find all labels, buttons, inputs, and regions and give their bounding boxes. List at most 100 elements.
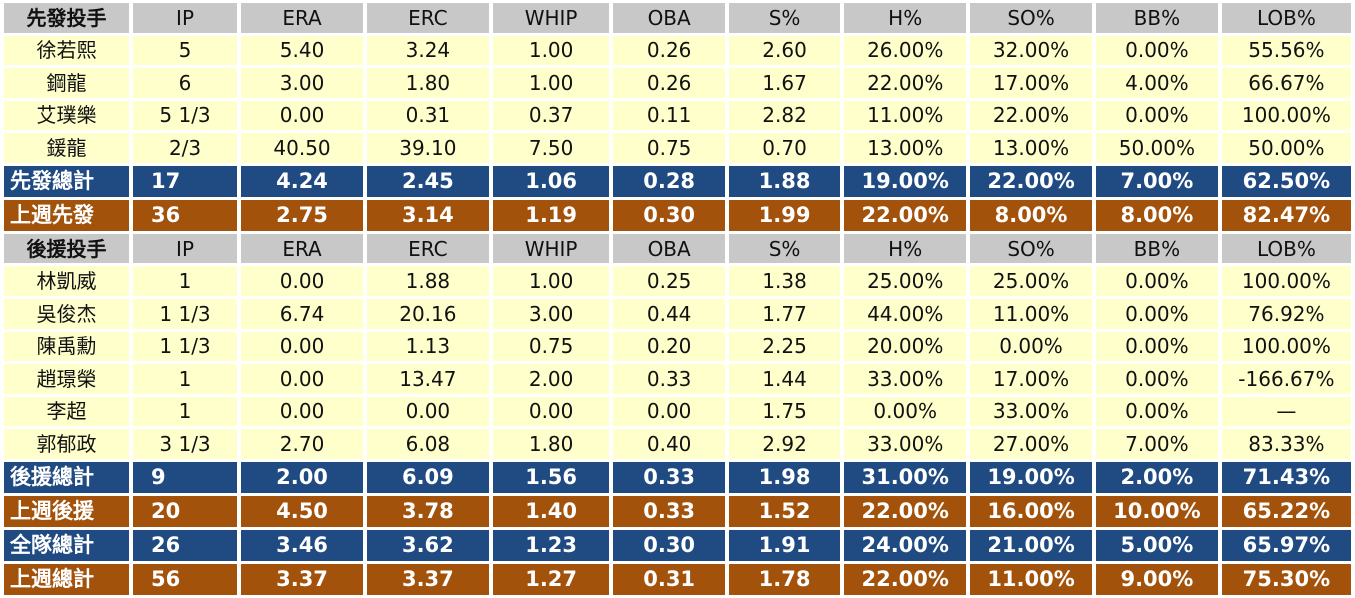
total-row: 全隊總計 26 3.46 3.62 1.23 0.30 1.91 24.00% 21.00% 5.… — [4, 529, 1351, 561]
stat-cell: 7.00% — [1095, 429, 1218, 459]
stat-cell: 26 — [132, 529, 238, 561]
stat-cell: 0.33 — [613, 495, 725, 527]
stat-cell: 65.22% — [1221, 495, 1351, 527]
stat-cell: 2.45 — [366, 165, 489, 197]
stat-cell: 3.62 — [366, 529, 489, 561]
stat-cell: 1.77 — [728, 299, 841, 329]
stat-cell: 9.00% — [1095, 563, 1218, 595]
header-row: 先發投手 IP ERA ERC WHIP OBA S% H% SO% BB% LOB% — [4, 3, 1351, 33]
stat-cell: 1 — [132, 266, 238, 296]
stat-cell: 2.00 — [241, 461, 363, 493]
stat-cell: 7.00% — [1095, 165, 1218, 197]
stat-cell: 0.00 — [241, 364, 363, 394]
player-row: 吳俊杰 1 1/3 6.74 20.16 3.00 0.44 1.77 44.00% 11.00… — [4, 299, 1351, 329]
stat-cell: 1.80 — [366, 68, 489, 98]
stat-cell: 56 — [132, 563, 238, 595]
stat-cell: 1.19 — [492, 199, 610, 231]
column-header-cell: ERC — [366, 233, 489, 264]
stat-cell: 36 — [132, 199, 238, 231]
total-label-cell: 上週先發 — [4, 199, 129, 231]
stat-cell: 1.67 — [728, 68, 841, 98]
stat-cell: 1.56 — [492, 461, 610, 493]
stat-cell: 0.00% — [970, 331, 1092, 362]
stat-cell: 2.25 — [728, 331, 841, 362]
stat-cell: 20 — [132, 495, 238, 527]
stat-cell: 24.00% — [844, 529, 967, 561]
stat-cell: 2.82 — [728, 100, 841, 131]
stat-cell: 10.00% — [1095, 495, 1218, 527]
stat-cell: 0.00 — [613, 396, 725, 427]
stat-cell: 0.11 — [613, 100, 725, 131]
stat-cell: 0.30 — [613, 529, 725, 561]
header-row: 後援投手 IP ERA ERC WHIP OBA S% H% SO% BB% LOB% — [4, 233, 1351, 264]
stat-cell: 0.44 — [613, 299, 725, 329]
previous-week-row: 上週先發 36 2.75 3.14 1.19 0.30 1.99 22.00% 8.00% 8.0… — [4, 199, 1351, 231]
stat-cell: 0.40 — [613, 429, 725, 459]
stat-cell: 2/3 — [132, 133, 238, 163]
stat-cell: 25.00% — [970, 266, 1092, 296]
stat-cell: 13.47 — [366, 364, 489, 394]
stat-cell: 65.97% — [1221, 529, 1351, 561]
stat-cell: 6.74 — [241, 299, 363, 329]
stat-cell: 32.00% — [970, 35, 1092, 66]
stat-cell: 6.09 — [366, 461, 489, 493]
stat-cell: 13.00% — [844, 133, 967, 163]
stat-cell: 11.00% — [970, 299, 1092, 329]
pitcher-name-cell: 鍰龍 — [4, 133, 129, 163]
stat-cell: 0.31 — [366, 100, 489, 131]
stat-cell: 1.00 — [492, 35, 610, 66]
total-label-cell: 上週總計 — [4, 563, 129, 595]
stat-cell: 1.98 — [728, 461, 841, 493]
stat-cell: 20.16 — [366, 299, 489, 329]
stat-cell: 1.78 — [728, 563, 841, 595]
stat-cell: 11.00% — [844, 100, 967, 131]
total-label-cell: 先發總計 — [4, 165, 129, 197]
column-header-cell: ERC — [366, 3, 489, 33]
stat-cell: 0.25 — [613, 266, 725, 296]
stat-cell: 50.00% — [1095, 133, 1218, 163]
stat-cell: 2.92 — [728, 429, 841, 459]
stat-cell: 1.23 — [492, 529, 610, 561]
pitcher-name-cell: 郭郁政 — [4, 429, 129, 459]
stat-cell: 1.88 — [366, 266, 489, 296]
column-header-cell: OBA — [613, 233, 725, 264]
column-header-cell: WHIP — [492, 3, 610, 33]
stat-cell: 3.37 — [241, 563, 363, 595]
stat-cell: 0.70 — [728, 133, 841, 163]
stat-cell: 7.50 — [492, 133, 610, 163]
stat-cell: 0.00 — [492, 396, 610, 427]
stat-cell: 0.00% — [844, 396, 967, 427]
stat-cell: 33.00% — [844, 364, 967, 394]
stat-cell: 8.00% — [970, 199, 1092, 231]
stat-cell: 0.26 — [613, 68, 725, 98]
stat-cell: 11.00% — [970, 563, 1092, 595]
pitcher-name-cell: 林凱威 — [4, 266, 129, 296]
stat-cell: 3.46 — [241, 529, 363, 561]
stat-cell: 0.31 — [613, 563, 725, 595]
stat-cell: 1 1/3 — [132, 331, 238, 362]
player-row: 陳禹勳 1 1/3 0.00 1.13 0.75 0.20 2.25 20.00% 0.00% 0… — [4, 331, 1351, 362]
column-header-cell: IP — [132, 233, 238, 264]
stat-cell: 1.91 — [728, 529, 841, 561]
stat-cell: 22.00% — [970, 165, 1092, 197]
stat-cell: 1 — [132, 364, 238, 394]
column-header-cell: H% — [844, 233, 967, 264]
stat-cell: 3 1/3 — [132, 429, 238, 459]
stat-cell: 62.50% — [1221, 165, 1351, 197]
player-row: 郭郁政 3 1/3 2.70 6.08 1.80 0.40 2.92 33.00% 27.00%… — [4, 429, 1351, 459]
previous-week-row: 上週總計 56 3.37 3.37 1.27 0.31 1.78 22.00% 11.00% 9.… — [4, 563, 1351, 595]
total-label-cell: 上週後援 — [4, 495, 129, 527]
stat-cell: 19.00% — [844, 165, 967, 197]
stat-cell: 1.40 — [492, 495, 610, 527]
stat-cell: 17.00% — [970, 364, 1092, 394]
column-header-cell: OBA — [613, 3, 725, 33]
total-label-cell: 全隊總計 — [4, 529, 129, 561]
stat-cell: 0.26 — [613, 35, 725, 66]
stat-cell: 5 — [132, 35, 238, 66]
stat-cell: 100.00% — [1221, 100, 1351, 131]
player-row: 鋼龍 6 3.00 1.80 1.00 0.26 1.67 22.00% 17.00% 4.00%… — [4, 68, 1351, 98]
stat-cell: 22.00% — [844, 199, 967, 231]
stat-cell: 21.00% — [970, 529, 1092, 561]
stat-cell: 1.80 — [492, 429, 610, 459]
stat-cell: 6.08 — [366, 429, 489, 459]
